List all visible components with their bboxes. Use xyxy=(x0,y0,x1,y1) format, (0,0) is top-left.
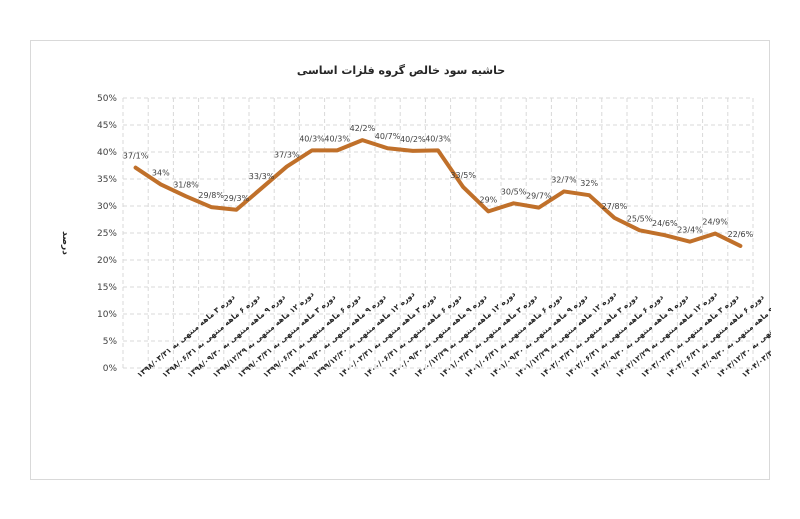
chart-title: حاشیه سود خالص گروه فلزات اساسی xyxy=(297,64,505,77)
data-label: 34% xyxy=(152,168,170,177)
data-label: 31/8% xyxy=(173,180,199,189)
data-label: 40/3% xyxy=(299,134,325,143)
data-label: 33/3% xyxy=(249,172,275,181)
data-label: 40/3% xyxy=(425,134,451,143)
data-label: 29/7% xyxy=(526,192,552,201)
data-label: 33/5% xyxy=(450,171,476,180)
data-label: 30/5% xyxy=(501,187,527,196)
data-label: 29% xyxy=(480,195,498,204)
data-label: 37/3% xyxy=(274,151,300,160)
series-line xyxy=(133,138,743,248)
y-tick-label: 35% xyxy=(97,175,117,185)
y-tick-label: 30% xyxy=(97,202,117,212)
data-label: 42/2% xyxy=(350,124,376,133)
y-tick-label: 45% xyxy=(97,121,117,131)
data-label: 32% xyxy=(580,179,598,188)
y-tick-label: 40% xyxy=(97,148,117,158)
data-label: 24/6% xyxy=(652,219,678,228)
y-tick-label: 5% xyxy=(103,337,118,347)
data-label: 40/3% xyxy=(324,134,350,143)
data-label: 22/6% xyxy=(728,230,754,239)
data-label: 37/1% xyxy=(123,152,149,161)
y-ticks: 0% 5% 10% 15% 20% 25% 30% 35% 40% 45% 50% xyxy=(97,94,117,374)
y-tick-label: 0% xyxy=(103,364,118,374)
y-tick-label: 20% xyxy=(97,256,117,266)
data-label: 25/5% xyxy=(627,214,653,223)
data-label: 32/7% xyxy=(551,175,577,184)
data-label: 24/9% xyxy=(702,218,728,227)
data-label: 23/4% xyxy=(677,226,703,235)
line-chart: حاشیه سود خالص گروه فلزات اساسی درصد 0% 5… xyxy=(60,64,771,380)
data-label: 29/8% xyxy=(198,191,224,200)
data-label: 40/2% xyxy=(400,135,426,144)
y-tick-label: 10% xyxy=(97,310,117,320)
chart-frame: حاشیه سود خالص گروه فلزات اساسی درصد 0% 5… xyxy=(30,40,771,480)
data-label: 27/8% xyxy=(602,202,628,211)
y-axis-label: درصد xyxy=(60,231,70,255)
y-tick-label: 15% xyxy=(97,283,117,293)
data-labels: 37/1%34%31/8%29/8% 29/3%33/3%37/3%40/3% 40… xyxy=(123,124,754,239)
data-label: 40/7% xyxy=(375,132,401,141)
data-label: 29/3% xyxy=(224,194,250,203)
y-tick-label: 25% xyxy=(97,229,117,239)
grid xyxy=(122,97,754,369)
y-tick-label: 50% xyxy=(97,94,117,104)
